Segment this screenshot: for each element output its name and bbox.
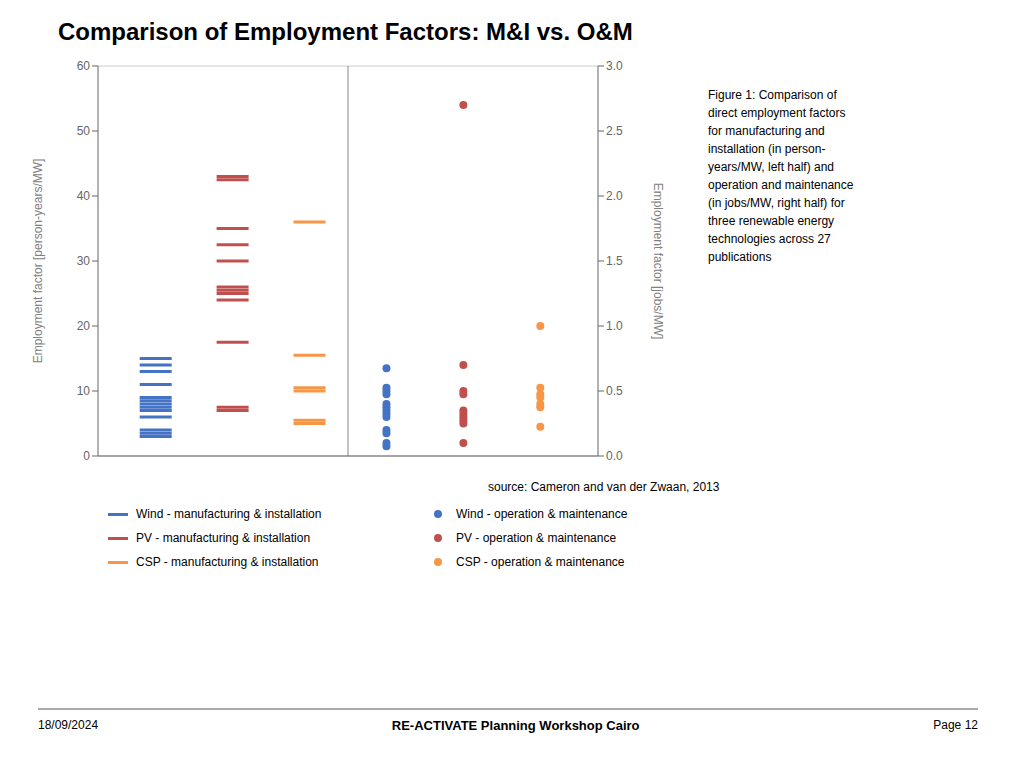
html-text:Page 12: Page 12	[933, 718, 978, 732]
html-text:CSP - operation & maintenance: CSP - operation & maintenance	[456, 555, 625, 569]
svg-text:1.5: 1.5	[606, 254, 623, 268]
svg-text:3.0: 3.0	[606, 59, 623, 73]
svg-text:Employment factor [jobs/MW]: Employment factor [jobs/MW]	[651, 183, 665, 340]
html-text:PV - manufacturing & installat: PV - manufacturing & installation	[136, 531, 311, 545]
svg-text:30: 30	[77, 254, 91, 268]
html-text:Figure 1: Comparison of direct: Figure 1: Comparison of direct employmen…	[708, 88, 854, 264]
svg-text:50: 50	[77, 124, 91, 138]
html-text:CSP - manufacturing & installa: CSP - manufacturing & installation	[136, 555, 319, 569]
svg-text:2.5: 2.5	[606, 124, 623, 138]
svg-text:20: 20	[77, 319, 91, 333]
html-text:18/09/2024: 18/09/2024	[38, 718, 99, 732]
svg-text:0.5: 0.5	[606, 384, 623, 398]
svg-text:40: 40	[77, 189, 91, 203]
html-text:Wind - manufacturing & install: Wind - manufacturing & installation	[136, 507, 322, 521]
svg-text:1.0: 1.0	[606, 319, 623, 333]
html-text:RE-ACTIVATE Planning Workshop: RE-ACTIVATE Planning Workshop Cairo	[391, 718, 640, 733]
svg-text:10: 10	[77, 384, 91, 398]
html-text:source: Cameron and van der Zw: source: Cameron and van der Zwaan, 2013	[488, 480, 720, 494]
html-text:Wind - operation & maintenance: Wind - operation & maintenance	[456, 507, 628, 521]
html-text:Comparison of Employment Facto: Comparison of Employment Factors: M&I vs…	[58, 18, 633, 45]
html-text:PV - operation & maintenance: PV - operation & maintenance	[456, 531, 617, 545]
svg-text:0: 0	[83, 449, 90, 463]
svg-text:Employment factor [person-year: Employment factor [person-years/MW]	[31, 159, 45, 364]
svg-text:60: 60	[77, 59, 91, 73]
svg-text:0.0: 0.0	[606, 449, 623, 463]
svg-text:2.0: 2.0	[606, 189, 623, 203]
